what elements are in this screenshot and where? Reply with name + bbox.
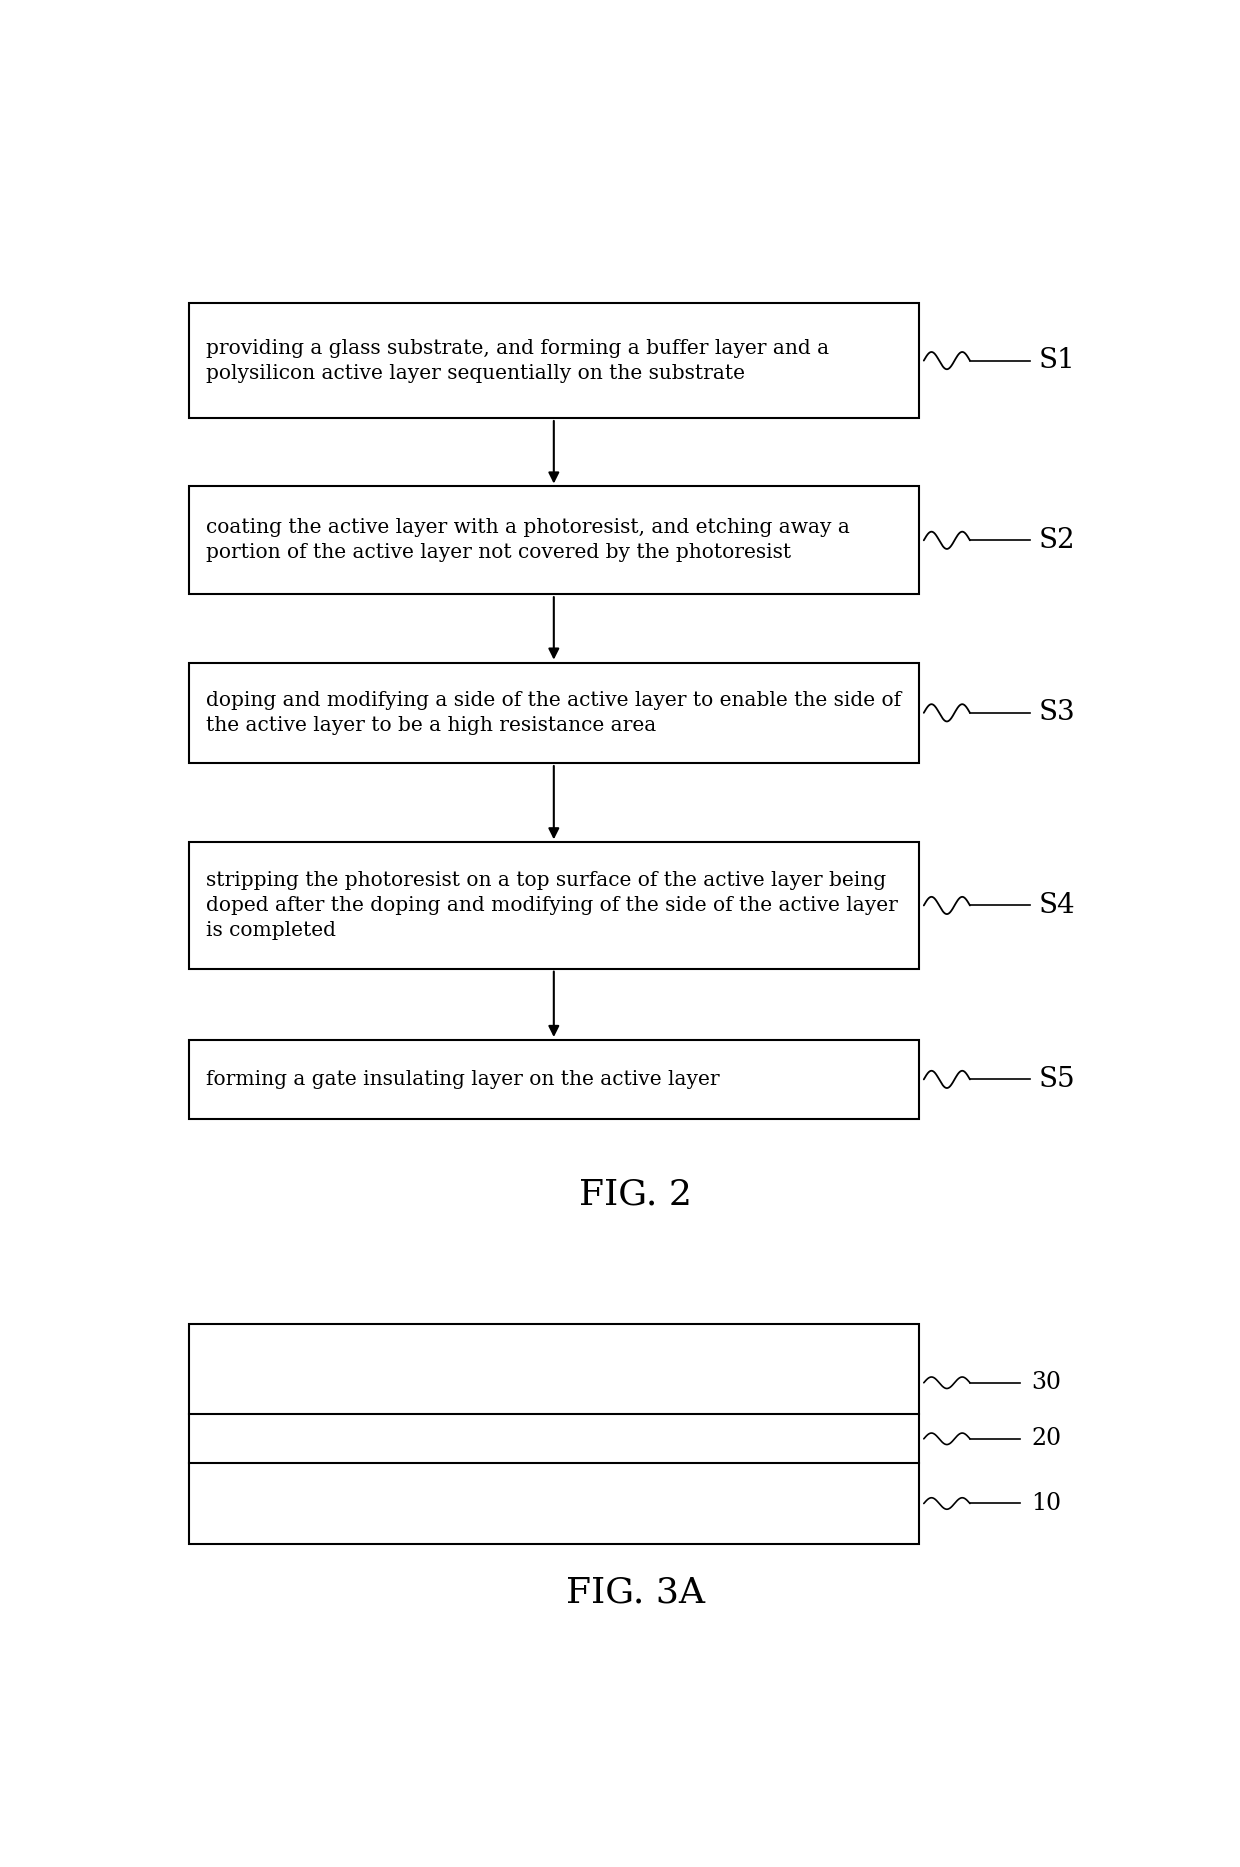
- Text: S1: S1: [1039, 347, 1076, 373]
- Text: coating the active layer with a photoresist, and etching away a
portion of the a: coating the active layer with a photores…: [206, 519, 849, 562]
- Text: S2: S2: [1039, 526, 1076, 554]
- Bar: [188, 487, 919, 594]
- Text: FIG. 3A: FIG. 3A: [565, 1576, 706, 1609]
- Text: forming a gate insulating layer on the active layer: forming a gate insulating layer on the a…: [206, 1070, 719, 1088]
- Text: S3: S3: [1039, 700, 1076, 726]
- Text: providing a glass substrate, and forming a buffer layer and a
polysilicon active: providing a glass substrate, and forming…: [206, 338, 830, 383]
- Bar: [188, 302, 919, 418]
- Bar: [188, 1040, 919, 1118]
- Text: doping and modifying a side of the active layer to enable the side of
the active: doping and modifying a side of the activ…: [206, 691, 901, 736]
- Text: stripping the photoresist on a top surface of the active layer being
doped after: stripping the photoresist on a top surfa…: [206, 872, 898, 939]
- Bar: [188, 1324, 919, 1544]
- Text: S4: S4: [1039, 892, 1076, 919]
- Text: 30: 30: [1032, 1370, 1061, 1395]
- Bar: [188, 842, 919, 969]
- Text: 20: 20: [1032, 1426, 1061, 1451]
- Text: 10: 10: [1032, 1492, 1061, 1514]
- Text: S5: S5: [1039, 1066, 1076, 1092]
- Text: FIG. 2: FIG. 2: [579, 1178, 692, 1212]
- Bar: [188, 663, 919, 764]
